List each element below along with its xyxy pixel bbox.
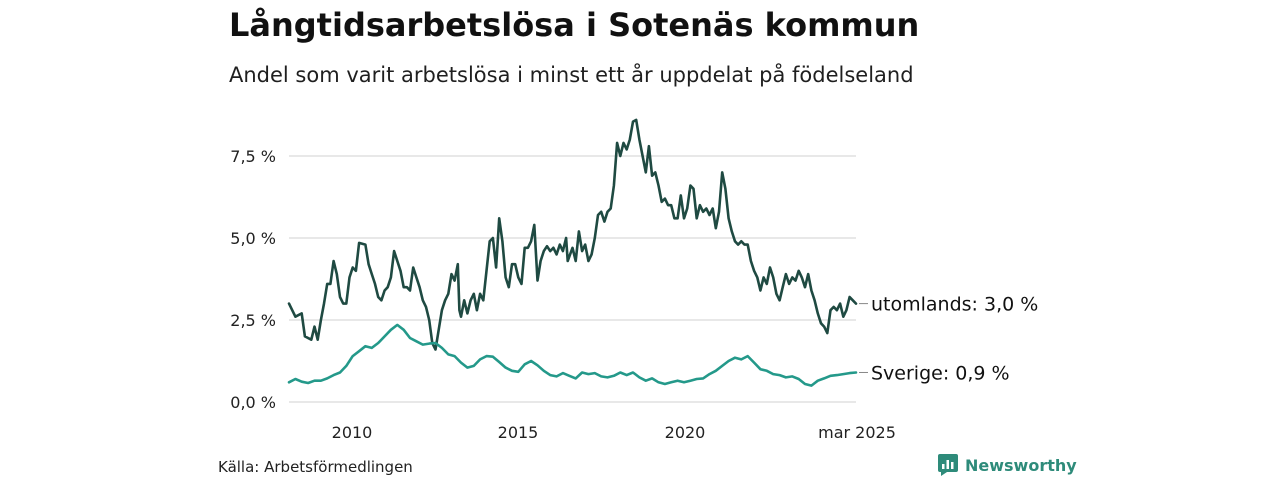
source-note: Källa: Arbetsförmedlingen xyxy=(218,458,413,476)
y-tick-label: 7,5 % xyxy=(230,147,276,166)
y-tick-label: 5,0 % xyxy=(230,229,276,248)
y-axis-ticks: 0,0 % 2,5 % 5,0 % 7,5 % xyxy=(230,147,276,412)
series-end-labels: utomlands: 3,0 % Sverige: 0,9 % xyxy=(859,294,1038,384)
y-tick-label: 2,5 % xyxy=(230,311,276,330)
bar-chart-icon xyxy=(938,454,958,476)
chart-subtitle: Andel som varit arbetslösa i minst ett å… xyxy=(229,63,914,87)
end-label-sverige: Sverige: 0,9 % xyxy=(871,362,1010,384)
line-chart: 0,0 % 2,5 % 5,0 % 7,5 % 2010 2015 2020 mar 202… xyxy=(230,118,1038,442)
gridlines xyxy=(289,155,856,403)
x-tick-label: 2020 xyxy=(665,423,706,442)
x-tick-label: 2015 xyxy=(498,423,539,442)
series-lines xyxy=(287,118,858,387)
end-label-utomlands: utomlands: 3,0 % xyxy=(871,294,1038,316)
brand-logo[interactable]: Newsworthy xyxy=(938,454,1077,476)
x-axis-ticks: 2010 2015 2020 mar 2025 xyxy=(332,423,896,442)
x-tick-label: mar 2025 xyxy=(818,423,896,442)
y-tick-label: 0,0 % xyxy=(230,393,276,412)
series-line-utomlands xyxy=(287,118,858,351)
x-tick-label: 2010 xyxy=(332,423,373,442)
chart-title: Långtidsarbetslösa i Sotenäs kommun xyxy=(229,6,920,44)
series-line-sverige xyxy=(287,323,858,387)
brand-name: Newsworthy xyxy=(965,455,1077,475)
